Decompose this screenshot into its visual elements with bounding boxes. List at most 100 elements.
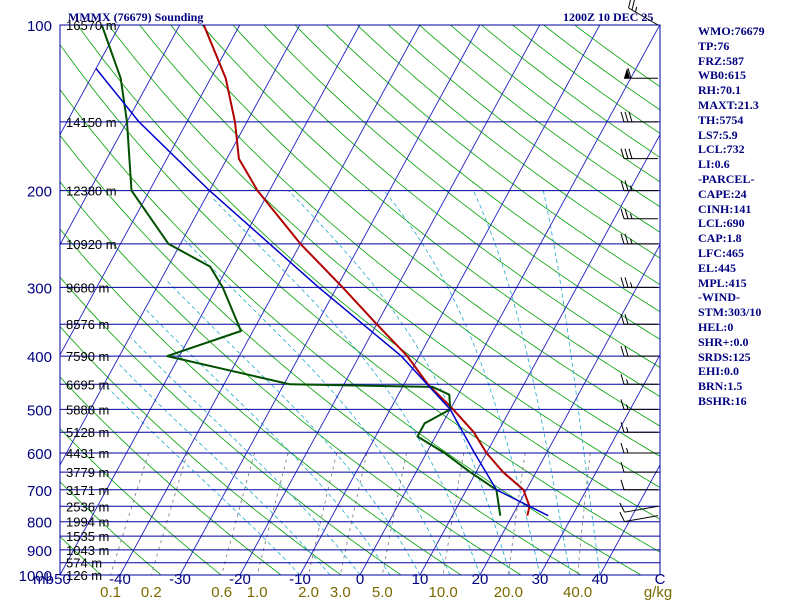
height-label: 7590 m [66,349,109,364]
height-label: 9680 m [66,280,109,295]
height-label: 2536 m [66,499,109,514]
wind-barb-flag [619,502,625,513]
wind-barb [620,422,658,433]
chart-grid [60,25,660,575]
sounding-index: LFC:465 [698,245,744,260]
wind-barb [628,0,659,26]
mixing-ratio-tick-label: 0.6 [211,584,232,600]
height-label: 1994 m [66,515,109,530]
moist-adiabat [165,279,421,575]
mixing-ratio-tick-label: 2.0 [298,584,319,600]
chart-time: 1200Z 10 DEC 25 [563,10,653,24]
height-label: 8576 m [66,317,109,332]
mixing-ratio-tick-label: 40.0 [563,584,592,600]
wind-barb-flag [620,148,625,159]
wind-barb [620,148,658,160]
height-label: 16570 m [66,18,117,33]
sounding-indices-panel: WMO:76679 TP:76 FRZ:587 WB0:615 RH:70.1 MAXT:… [698,24,798,409]
wind-barb-half-flag [634,6,638,13]
sounding-index: MAXT:21.3 [698,97,759,112]
wind-barb-staff [628,7,659,26]
wind-barb [620,399,658,410]
sounding-index: BSHR:16 [698,393,747,408]
sounding-index: WB0:615 [698,68,746,83]
wind-barb-half-flag [630,238,633,245]
pressure-tick-label: 100 [27,18,52,35]
moist-adiabat [146,309,391,575]
sounding-index: LCL:732 [698,142,745,157]
wind-barbs [619,0,659,523]
wind-barb [620,461,658,473]
temperature-tick-label: 40 [592,571,609,588]
sounding-index: LCL:690 [698,216,745,231]
height-label: 12380 m [66,184,117,199]
moist-adiabat [116,361,331,575]
pressure-unit-label: mb [33,571,54,588]
mixing-ratio-line [308,452,338,575]
moist-adiabat [183,238,451,575]
dry-adiabat [60,43,660,553]
temperature-tick-label: -20 [229,571,251,588]
temperature-tick-label: -50 [49,571,71,588]
height-label: 1535 m [66,529,109,544]
moist-adiabat [383,190,541,575]
moist-adiabat [130,337,361,575]
sounding-index: EHI:0.0 [698,364,740,379]
mixing-ratio-tick-label: 3.0 [330,584,351,600]
wind-barb [620,233,658,245]
wind-barb-half-flag [626,404,629,410]
isotherm [479,243,660,575]
wind-barb-flag [628,148,633,159]
pressure-tick-label: 800 [27,515,52,532]
moist-adiabat [472,190,571,575]
sounding-index: CAPE:24 [698,186,747,201]
wind-barb [620,277,658,288]
wind-barb-half-flag [630,282,633,288]
wind-barb-flag [620,442,625,454]
isotherm [60,25,181,246]
mixing-ratio-tick-label: 1.0 [247,584,268,600]
isotherm [359,25,660,575]
wind-barb-flag [624,180,629,191]
sounding-index: RH:70.1 [698,83,741,98]
wind-barb-flag [620,399,625,410]
mixing-ratio-line [150,452,188,575]
isotherm [599,463,660,575]
height-label: 5128 m [66,425,109,440]
dewpoint-trace [100,25,502,516]
isotherm [119,25,421,575]
wind-barb-half-flag [630,185,633,191]
height-label: 3779 m [66,465,109,480]
wind-barb-staff [624,505,659,513]
pressure-tick-label: 900 [27,543,52,560]
wind-barb-flag [620,479,625,490]
isotherm [539,353,660,575]
mixing-ratio-line [577,452,591,575]
isotherm [60,25,121,136]
sounding-index: TP:76 [698,38,730,53]
isotherm [299,25,601,575]
wind-barb [620,208,658,220]
pressure-tick-label: 600 [27,446,52,463]
mixing-ratio-tick-label: g/kg [644,584,672,600]
wind-barb-flag [620,345,625,357]
isotherm [179,25,481,575]
wind-barb-half-flag [626,447,629,454]
height-label: 3171 m [66,483,109,498]
isotherm [419,133,660,575]
temperature-trace [202,25,531,516]
height-label: 5880 m [66,402,109,417]
wind-barb-flag [620,374,625,385]
temperature-tick-label: 30 [532,571,549,588]
isotherm [60,25,361,575]
moist-adiabat [210,196,481,575]
sounding-index: STM:303/10 [698,305,762,320]
wind-barb-flag [620,180,625,191]
wind-barb-flag [620,461,625,473]
sounding-index: EL:445 [698,260,737,275]
wind-barb [620,442,658,454]
mixing-ratio-tick-label: 5.0 [372,584,393,600]
mixing-ratio-tick-label: 0.1 [100,584,121,600]
parcel-trace [95,68,549,517]
